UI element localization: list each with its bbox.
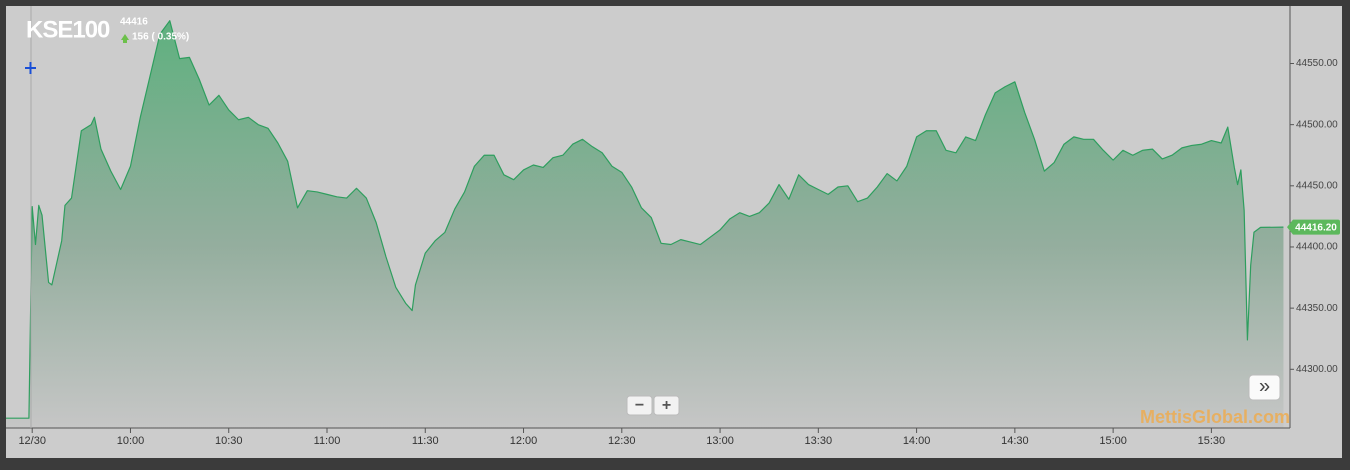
x-tick-label: 12:00: [510, 435, 538, 447]
x-tick-label: 10:30: [215, 435, 243, 447]
x-tick-label: 11:00: [314, 435, 341, 447]
x-tick-label: 15:00: [1099, 435, 1127, 447]
last-price: 44416: [120, 17, 148, 28]
last-value-label: 44416.20: [1295, 222, 1337, 233]
scroll-label[interactable]: »: [1259, 375, 1270, 397]
x-tick-label: 14:00: [903, 435, 931, 447]
x-tick-label: 15:30: [1198, 435, 1226, 447]
x-tick-label: 13:00: [706, 435, 734, 447]
y-tick-label: 44450.00: [1296, 180, 1338, 191]
y-tick-label: 44350.00: [1296, 303, 1338, 314]
zoom-in-label[interactable]: +: [662, 397, 671, 414]
scroll-button[interactable]: [1248, 374, 1281, 401]
last-value-box: [1287, 219, 1340, 235]
x-tick-label: 10:00: [117, 435, 145, 447]
x-tick-label: 12/30: [18, 435, 46, 447]
y-tick-label: 44300.00: [1296, 364, 1338, 375]
x-tick-label: 13:30: [805, 435, 833, 447]
plot-area: [6, 20, 1284, 429]
watermark: MettisGlobal.com: [1140, 407, 1290, 427]
area-fill: [6, 20, 1284, 429]
x-tick-label: 14:30: [1001, 435, 1029, 447]
zoom-out-label[interactable]: −: [635, 397, 644, 414]
x-tick-label: 12:30: [608, 435, 636, 447]
price-line: [6, 20, 1284, 419]
zoom-in-button[interactable]: [653, 395, 680, 416]
zoom-out-button[interactable]: [626, 395, 653, 416]
y-tick-label: 44500.00: [1296, 119, 1338, 130]
up-arrow: [121, 34, 129, 43]
y-tick-label: 44550.00: [1296, 58, 1338, 69]
x-tick-label: 11:30: [412, 435, 439, 447]
y-tick-label: 44400.00: [1296, 242, 1338, 253]
ticker-title: KSE100: [26, 16, 110, 43]
crosshair: [25, 62, 36, 74]
zoom-controls: − +: [626, 395, 680, 416]
change: 156 ( 0.35%): [132, 32, 189, 43]
